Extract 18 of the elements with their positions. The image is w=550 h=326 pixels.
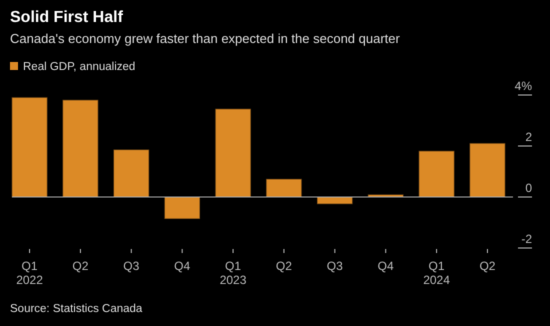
y-tick-label: 0 bbox=[525, 181, 532, 195]
x-tick-label: Q4 bbox=[378, 259, 394, 273]
y-tick-label: 2 bbox=[525, 130, 532, 144]
chart-title: Solid First Half bbox=[10, 9, 124, 26]
x-tick-label: Q1 2023 bbox=[220, 259, 247, 287]
x-tick-label: Q3 bbox=[326, 259, 344, 273]
y-tick-label: -2 bbox=[521, 232, 532, 246]
x-tick-label: Q2 bbox=[276, 259, 292, 273]
chart-subtitle: Canada's economy grew faster than expected in the second quarter bbox=[10, 31, 400, 46]
y-tick-label: 4% bbox=[514, 79, 532, 93]
x-tick-label: Q2 bbox=[479, 259, 496, 273]
x-tick-label: Q2 bbox=[72, 259, 89, 273]
legend-label: Real GDP, annualized bbox=[23, 61, 136, 73]
x-tick-label: Q1 2024 bbox=[423, 259, 450, 287]
x-tick-label: Q4 bbox=[174, 259, 191, 273]
source-note: Source: Statistics Canada bbox=[10, 303, 143, 315]
x-tick-label: Q1 2022 bbox=[16, 259, 44, 287]
x-tick-label: Q3 bbox=[123, 259, 140, 273]
